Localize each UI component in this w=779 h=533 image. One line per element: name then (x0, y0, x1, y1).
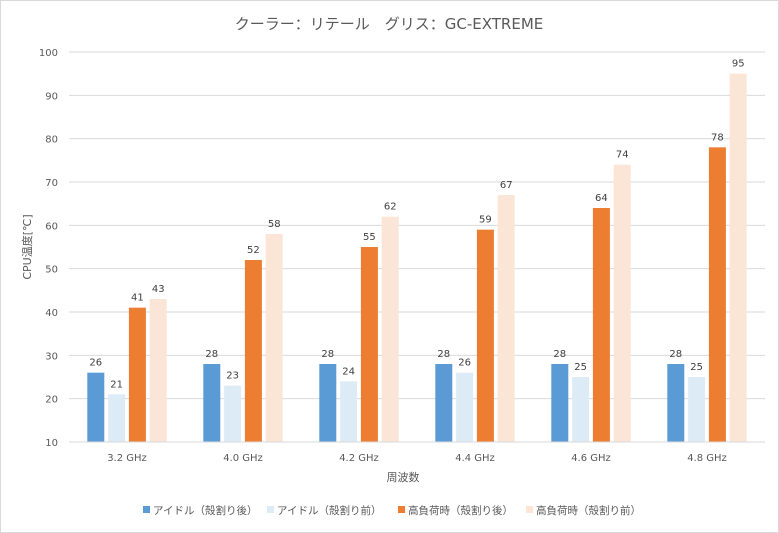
legend-swatch (143, 506, 150, 513)
x-tick-label: 4.6 GHz (571, 453, 611, 464)
y-tick-label: 50 (45, 265, 58, 276)
data-label: 26 (89, 358, 102, 369)
data-label: 28 (669, 349, 682, 360)
legend-swatch (526, 506, 533, 513)
data-label: 78 (711, 132, 724, 143)
legend-label: アイドル（殻割り後） (153, 504, 257, 517)
bar (381, 216, 399, 442)
y-tick-label: 90 (45, 91, 58, 102)
data-label: 41 (131, 293, 144, 304)
x-tick-label: 4.0 GHz (223, 453, 263, 464)
data-labels: 26 21 41 43 28 23 52 58 28 24 55 62 28 26 59 67 28 25 64 74… (89, 59, 744, 391)
bar (667, 364, 685, 442)
bar (688, 377, 706, 442)
data-label: 28 (553, 349, 566, 360)
data-label: 59 (479, 215, 492, 226)
x-tick-label: 3.2 GHz (107, 453, 147, 464)
bar (87, 372, 105, 442)
data-label: 67 (500, 180, 513, 191)
data-label: 43 (152, 284, 165, 295)
bar (551, 364, 569, 442)
data-label: 21 (110, 379, 123, 390)
y-axis-ticks: 10 20 30 40 50 60 70 80 90 100 (39, 48, 58, 449)
x-axis-title: 周波数 (387, 471, 420, 484)
bar (456, 372, 474, 442)
chart-title: クーラー：リテール グリス：GC-EXTREME (235, 15, 543, 33)
bar (476, 229, 494, 442)
legend: アイドル（殻割り後） アイドル（殻割り前） 高負荷時（殻割り後） 高負荷時（殻割り前） (143, 504, 641, 517)
y-tick-label: 10 (45, 438, 58, 449)
bar (592, 208, 610, 442)
data-label: 64 (595, 193, 608, 204)
bar (224, 385, 242, 442)
bar (265, 234, 283, 442)
data-label: 24 (342, 366, 355, 377)
bar (128, 307, 146, 442)
legend-item: アイドル（殻割り後） (143, 504, 257, 517)
bar (319, 364, 337, 442)
y-tick-label: 20 (45, 395, 58, 406)
data-label: 28 (437, 349, 450, 360)
y-tick-label: 100 (39, 48, 58, 59)
data-label: 25 (690, 362, 703, 373)
bar (340, 381, 358, 442)
x-tick-label: 4.4 GHz (455, 453, 495, 464)
bar (244, 260, 262, 442)
legend-label: アイドル（殻割り前） (277, 504, 381, 517)
y-axis-title: CPU温度[℃] (20, 214, 34, 279)
data-label: 25 (574, 362, 587, 373)
y-tick-label: 60 (45, 221, 58, 232)
data-label: 52 (247, 245, 260, 256)
bars (87, 73, 747, 443)
legend-swatch (267, 506, 274, 513)
bar (708, 147, 726, 443)
x-axis-ticks: 3.2 GHz 4.0 GHz 4.2 GHz 4.4 GHz 4.6 GHz 4.8 G… (107, 453, 727, 464)
x-tick-label: 4.8 GHz (687, 453, 727, 464)
bar (360, 247, 378, 442)
bar (729, 73, 747, 443)
legend-item: アイドル（殻割り前） (267, 504, 381, 517)
data-label: 28 (205, 349, 218, 360)
legend-label: 高負荷時（殻割り前） (536, 504, 641, 517)
data-label: 62 (384, 202, 397, 213)
y-tick-label: 80 (45, 135, 58, 146)
y-tick-label: 70 (45, 178, 58, 189)
legend-swatch (398, 506, 405, 513)
data-label: 74 (616, 150, 629, 161)
x-tick-label: 4.2 GHz (339, 453, 379, 464)
bar (203, 364, 221, 442)
bar (497, 195, 515, 442)
data-label: 28 (321, 349, 334, 360)
data-label: 55 (363, 232, 376, 243)
bar (572, 377, 590, 442)
bar (149, 299, 167, 442)
data-label: 26 (458, 358, 471, 369)
gridlines (69, 51, 765, 400)
data-label: 58 (268, 219, 281, 230)
legend-item: 高負荷時（殻割り前） (526, 504, 641, 517)
data-label: 23 (226, 371, 239, 382)
bar (108, 394, 126, 442)
legend-label: 高負荷時（殻割り後） (408, 504, 513, 517)
legend-item: 高負荷時（殻割り後） (398, 504, 513, 517)
bar (613, 164, 631, 442)
data-label: 95 (732, 59, 745, 70)
y-tick-label: 30 (45, 351, 58, 362)
bar (435, 364, 453, 442)
y-tick-label: 40 (45, 308, 58, 319)
